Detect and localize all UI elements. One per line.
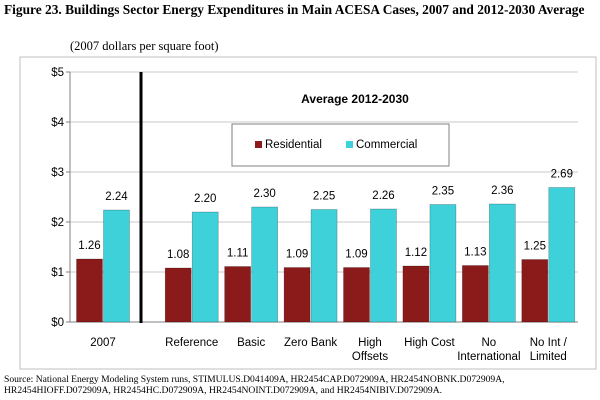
bar-residential-high-offsets (343, 267, 370, 323)
value-label-commercial-high-offsets: 2.26 (372, 190, 394, 202)
value-label-commercial-reference: 2.20 (194, 193, 216, 205)
chart-title: Average 2012-2030 (301, 92, 409, 106)
value-label-residential-high-cost: 1.12 (405, 247, 427, 259)
value-label-commercial-no-international: 2.36 (491, 185, 513, 197)
x-tick-label: High (358, 337, 382, 349)
y-tick-label: $0 (51, 317, 64, 329)
bar-commercial-no-int-limited (548, 187, 576, 323)
figure-title: Figure 23. Buildings Sector Energy Expen… (4, 2, 585, 17)
value-label-commercial-2007: 2.24 (105, 191, 128, 203)
x-tick-label: Limited (530, 351, 567, 363)
value-label-residential-basic: 1.11 (227, 248, 249, 260)
bar-commercial-zero-bank (310, 209, 338, 323)
x-tick-label: Basic (237, 337, 265, 349)
bar-residential-high-cost (402, 265, 430, 323)
bars (76, 187, 576, 323)
y-tick-label: $5 (51, 67, 64, 79)
legend: Residential Commercial (231, 123, 450, 167)
legend-swatch-commercial (346, 141, 353, 148)
x-tick-label: Zero Bank (284, 337, 337, 349)
y-tick-label: $2 (51, 217, 64, 229)
value-label-commercial-zero-bank: 2.25 (313, 191, 335, 203)
data-labels: 1.26 2.24 1.08 2.20 1.11 2.30 1.09 2.25 1.09 2.26… (78, 169, 573, 262)
bar-residential-zero-bank (283, 267, 311, 323)
bar-commercial-high-offsets (370, 208, 397, 323)
bar-residential-no-international (462, 265, 489, 323)
source-note: Source: National Energy Modeling System … (4, 374, 505, 396)
x-tick-label: No Int / (530, 337, 568, 349)
value-label-commercial-basic: 2.30 (253, 188, 275, 200)
bar-commercial-no-international (489, 203, 516, 323)
legend-label-commercial: Commercial (356, 139, 417, 151)
value-label-residential-high-offsets: 1.09 (345, 249, 367, 261)
bar-commercial-reference (191, 211, 219, 323)
value-label-residential-no-international: 1.13 (464, 247, 486, 259)
x-axis-labels: 2007 Reference Basic Zero Bank High Offsets Hi… (90, 337, 567, 363)
value-label-residential-no-int-limited: 1.25 (524, 241, 546, 253)
value-label-residential-reference: 1.08 (167, 249, 189, 261)
bar-residential-2007 (76, 258, 103, 323)
y-tick-label: $1 (51, 267, 64, 279)
x-tick-label: No (482, 337, 497, 349)
bar-residential-no-int-limited (521, 259, 549, 323)
y-tick-label: $3 (51, 167, 64, 179)
bar-commercial-basic (251, 206, 278, 323)
y-tick-label: $4 (51, 117, 64, 129)
value-label-commercial-high-cost: 2.35 (432, 186, 454, 198)
x-tick-label: Offsets (352, 351, 388, 363)
y-axis-ticks: $0 $1 $2 $3 $4 $5 (51, 67, 70, 329)
bar-commercial-2007 (103, 209, 130, 323)
value-label-residential-zero-bank: 1.09 (286, 249, 308, 261)
bar-residential-reference (164, 267, 192, 323)
x-tick-label: Reference (165, 337, 218, 349)
legend-swatch-residential (255, 141, 262, 148)
bar-commercial-high-cost (429, 204, 457, 323)
legend-box (231, 123, 450, 167)
units-label: (2007 dollars per square foot) (70, 39, 219, 53)
value-label-residential-2007: 1.26 (78, 240, 100, 252)
legend-label-residential: Residential (265, 139, 322, 151)
x-tick-label: 2007 (90, 337, 116, 349)
x-tick-label: International (457, 351, 520, 363)
x-tick-label: High Cost (404, 337, 455, 349)
bar-residential-basic (224, 266, 251, 323)
value-label-commercial-no-int-limited: 2.69 (551, 169, 573, 181)
